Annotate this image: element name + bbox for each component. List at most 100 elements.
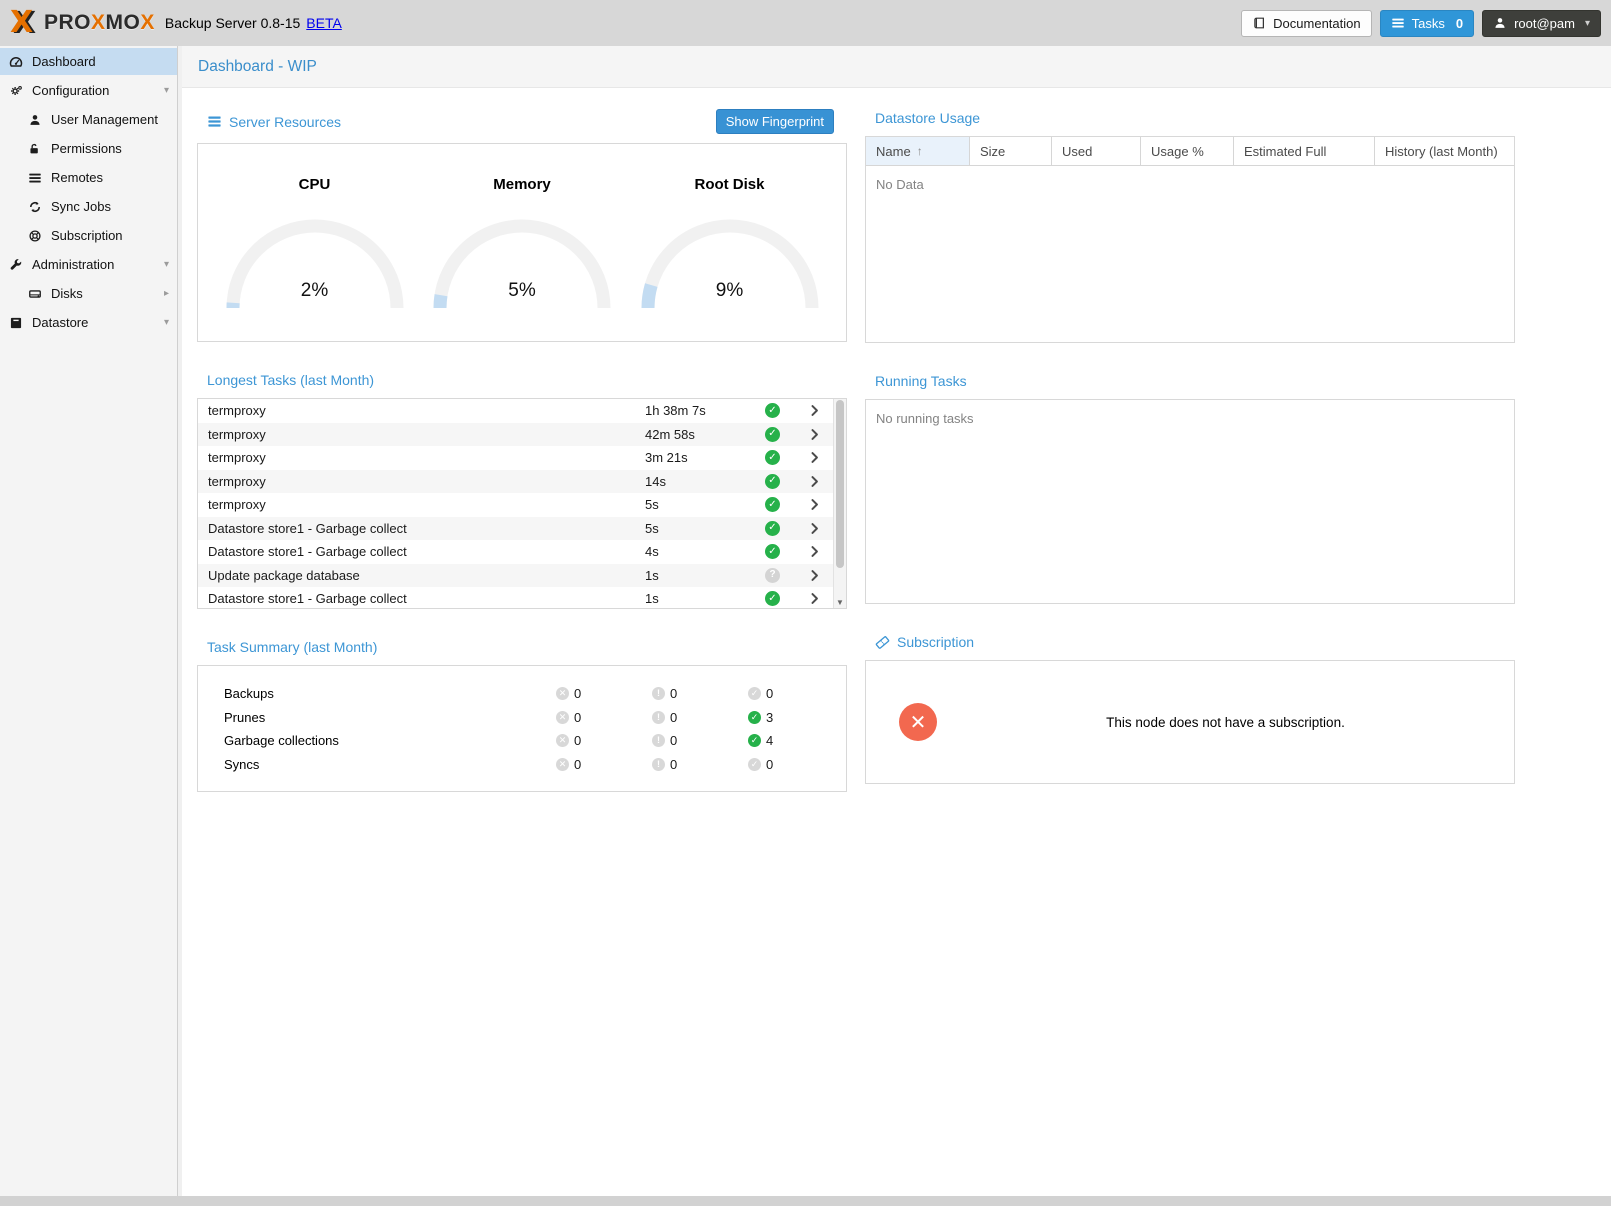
summary-label: Garbage collections xyxy=(224,733,339,749)
app-version-label: Backup Server 0.8-15 xyxy=(164,15,301,31)
page-header: Dashboard - WIP xyxy=(182,46,1611,88)
user-label: root@pam xyxy=(1514,15,1575,31)
column-header-usage-[interactable]: Usage % xyxy=(1141,137,1234,165)
documentation-label: Documentation xyxy=(1273,15,1361,31)
status-ok-icon: ✓ xyxy=(765,473,780,489)
sidebar-item-datastore[interactable]: Datastore ▾ xyxy=(0,309,177,336)
task-duration: 1s xyxy=(645,591,659,607)
column-header-name[interactable]: Name ↑ xyxy=(866,137,970,165)
task-open-chevron[interactable] xyxy=(795,428,833,441)
sidebar-item-subscription[interactable]: Subscription xyxy=(0,222,177,249)
ok-count: 0 xyxy=(766,756,774,772)
sidebar-item-sync-jobs[interactable]: Sync Jobs xyxy=(0,193,177,220)
bottom-bar xyxy=(0,1196,1611,1206)
column-label: Size xyxy=(980,143,1006,159)
task-open-chevron[interactable] xyxy=(795,451,833,464)
server-bars-icon xyxy=(207,114,222,129)
task-row[interactable]: termproxy 14s ✓ xyxy=(198,469,833,493)
error-count-icon: ✕ xyxy=(556,687,569,701)
error-count-icon: ✕ xyxy=(556,734,569,748)
column-header-history-last-month-[interactable]: History (last Month) xyxy=(1375,137,1514,165)
life-ring-icon xyxy=(27,229,43,243)
sidebar-item-disks[interactable]: Disks ▸ xyxy=(0,280,177,307)
task-name: termproxy xyxy=(208,473,266,489)
sidebar-item-dashboard[interactable]: Dashboard xyxy=(0,48,177,75)
task-row[interactable]: Datastore store1 - Garbage collect 4s ✓ xyxy=(198,540,833,564)
sidebar-item-permissions[interactable]: Permissions xyxy=(0,135,177,162)
datastore-usage-panel: Datastore Usage Name ↑ Size Used Usage % Esti… xyxy=(865,100,1515,343)
sort-up-icon: ↑ xyxy=(916,144,923,158)
scrollbar-down-arrow[interactable]: ▼ xyxy=(836,598,844,607)
warning-count-icon: ! xyxy=(652,757,665,771)
task-row[interactable]: termproxy 5s ✓ xyxy=(198,493,833,517)
task-row[interactable]: termproxy 1h 38m 7s ✓ xyxy=(198,399,833,423)
summary-row-backups: Backups ✕ 0! 0 ✓ 0 xyxy=(224,682,846,706)
task-row[interactable]: Update package database 1s? xyxy=(198,563,833,587)
topbar-actions: Documentation Tasks 0 root@pam ▾ xyxy=(1241,9,1601,37)
scrollbar[interactable]: ▼ xyxy=(833,399,846,608)
task-duration: 1h 38m 7s xyxy=(645,403,706,419)
tachometer-icon xyxy=(8,55,24,69)
task-row[interactable]: termproxy 42m 58s ✓ xyxy=(198,422,833,446)
sidebar-splitter[interactable] xyxy=(178,46,182,1196)
tasks-button[interactable]: Tasks 0 xyxy=(1379,9,1475,37)
column-header-used[interactable]: Used xyxy=(1052,137,1141,165)
show-fingerprint-button[interactable]: Show Fingerprint xyxy=(715,109,834,134)
server-resources-title: Server Resources xyxy=(229,113,342,130)
task-duration: 5s xyxy=(645,520,659,536)
task-open-chevron[interactable] xyxy=(795,569,833,582)
scrollbar-thumb[interactable] xyxy=(836,400,844,568)
tasks-count-badge: 0 xyxy=(1455,15,1464,31)
sync-icon xyxy=(27,200,43,214)
task-name: termproxy xyxy=(208,450,266,466)
sidebar-item-configuration[interactable]: Configuration ▾ xyxy=(0,77,177,104)
disk-icon xyxy=(27,287,43,301)
column-header-size[interactable]: Size xyxy=(970,137,1052,165)
server-resources-header: Server Resources Show Fingerprint xyxy=(197,100,847,143)
sidebar-item-administration[interactable]: Administration ▾ xyxy=(0,251,177,278)
gauge-label: Root Disk xyxy=(694,176,765,193)
gauge-value: 5% xyxy=(508,280,536,301)
subscription-body: ✕ This node does not have a subscription… xyxy=(865,660,1515,784)
documentation-button[interactable]: Documentation xyxy=(1241,9,1372,37)
user-menu-button[interactable]: root@pam ▾ xyxy=(1482,9,1601,37)
brand-wordmark: PROXMOX xyxy=(44,11,155,34)
no-subscription-icon: ✕ xyxy=(899,703,937,741)
error-count: 0 xyxy=(574,756,582,772)
status-ok-icon: ✓ xyxy=(765,520,780,536)
task-summary-header: Task Summary (last Month) xyxy=(197,629,847,665)
task-row[interactable]: termproxy 3m 21s ✓ xyxy=(198,446,833,470)
task-open-chevron[interactable] xyxy=(795,498,833,511)
task-duration: 5s xyxy=(645,497,659,513)
summary-row-garbage-collections: Garbage collections ✕ 0! 0 ✓ 4 xyxy=(224,729,846,753)
warning-count-icon: ! xyxy=(652,734,665,748)
warning-count-icon: ! xyxy=(652,710,665,724)
task-open-chevron[interactable] xyxy=(795,592,833,605)
gauge-value: 9% xyxy=(715,280,744,301)
task-open-chevron[interactable] xyxy=(795,404,833,417)
task-open-chevron[interactable] xyxy=(795,522,833,535)
task-name: Datastore store1 - Garbage collect xyxy=(208,520,407,536)
ok-count-icon: ✓ xyxy=(748,757,761,771)
task-open-chevron[interactable] xyxy=(795,545,833,558)
sidebar-item-label: Administration xyxy=(32,257,115,272)
task-row[interactable]: Datastore store1 - Garbage collect 5s ✓ xyxy=(198,516,833,540)
status-ok-icon: ✓ xyxy=(765,426,780,442)
sidebar-item-user-management[interactable]: User Management xyxy=(0,106,177,133)
task-name: Update package database xyxy=(208,567,360,583)
datastore-usage-table: Name ↑ Size Used Usage % Estimated Full Histor… xyxy=(865,136,1515,343)
longest-tasks-list: termproxy 1h 38m 7s ✓ termproxy 42m 58s ✓ term… xyxy=(197,398,847,609)
wrench-icon xyxy=(8,258,24,272)
summary-row-syncs: Syncs ✕ 0! 0 ✓ 0 xyxy=(224,753,846,777)
running-tasks-body: No running tasks xyxy=(865,399,1515,604)
sidebar-item-label: Configuration xyxy=(32,83,110,98)
sidebar-item-remotes[interactable]: Remotes xyxy=(0,164,177,191)
task-open-chevron[interactable] xyxy=(795,475,833,488)
beta-link[interactable]: BETA xyxy=(306,15,342,31)
task-row[interactable]: Datastore store1 - Garbage collect 1s ✓ xyxy=(198,587,833,608)
task-duration: 3m 21s xyxy=(645,450,688,466)
server-resources-panel: Server Resources Show Fingerprint CPU 2% M… xyxy=(197,100,847,342)
column-header-estimated-full[interactable]: Estimated Full xyxy=(1234,137,1375,165)
book-icon xyxy=(1252,16,1266,30)
sidebar-item-label: Permissions xyxy=(51,141,122,156)
